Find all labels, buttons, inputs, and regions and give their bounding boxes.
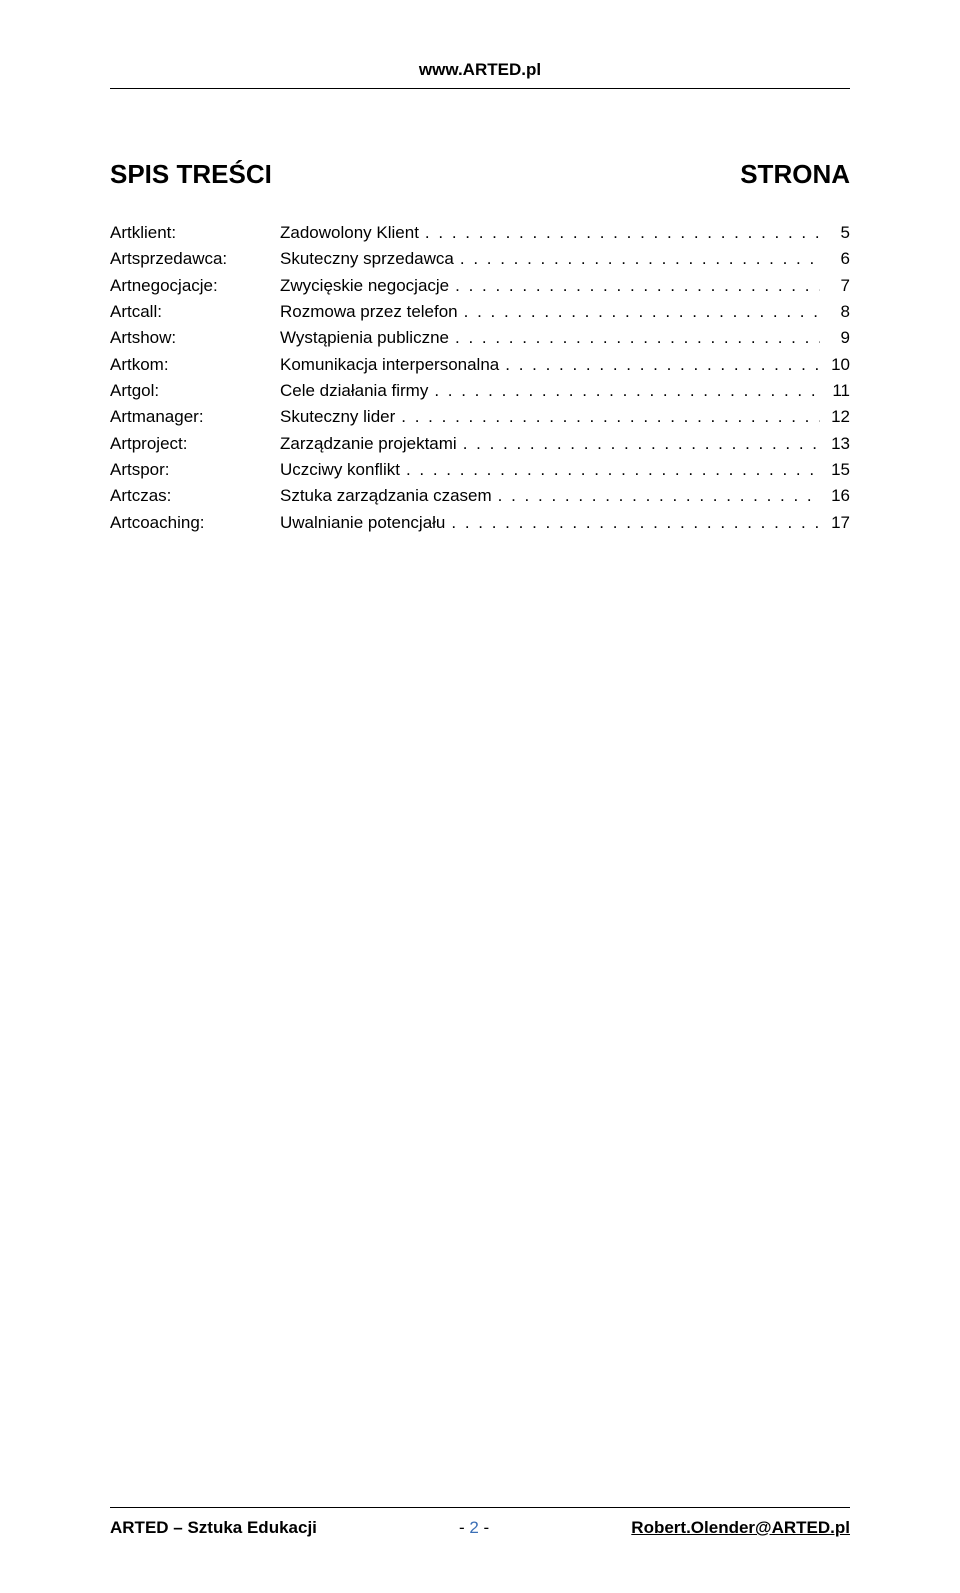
toc-leader-dots: . . . . . . . . . . . . . . . . . . . . … bbox=[498, 483, 820, 509]
toc-leader-dots: . . . . . . . . . . . . . . . . . . . . … bbox=[455, 325, 820, 351]
toc-page-number: 17 bbox=[820, 510, 850, 536]
footer-left: ARTED – Sztuka Edukacji bbox=[110, 1518, 317, 1538]
toc-label: Artcall: bbox=[110, 299, 280, 325]
toc-leader-dots: . . . . . . . . . . . . . . . . . . . . … bbox=[406, 457, 820, 483]
toc-label: Artkom: bbox=[110, 352, 280, 378]
toc-row: Artklient:Zadowolony Klient. . . . . . .… bbox=[110, 220, 850, 246]
toc-description: Uwalnianie potencjału bbox=[280, 510, 451, 536]
footer-row: ARTED – Sztuka Edukacji - 2 - Robert.Ole… bbox=[110, 1518, 850, 1538]
toc-page-number: 7 bbox=[820, 273, 850, 299]
footer-email: Robert.Olender@ARTED.pl bbox=[631, 1518, 850, 1538]
toc-row: Artnegocjacje:Zwycięskie negocjacje. . .… bbox=[110, 273, 850, 299]
toc-label: Artspor: bbox=[110, 457, 280, 483]
title-row: SPIS TREŚCI STRONA bbox=[110, 159, 850, 190]
toc-row: Artcoaching:Uwalnianie potencjału. . . .… bbox=[110, 510, 850, 536]
toc-label: Artcoaching: bbox=[110, 510, 280, 536]
toc-page-number: 11 bbox=[820, 378, 850, 404]
footer-page-number: - 2 - bbox=[459, 1518, 489, 1538]
toc-leader-dots: . . . . . . . . . . . . . . . . . . . . … bbox=[464, 299, 820, 325]
toc-description: Sztuka zarządzania czasem bbox=[280, 483, 498, 509]
toc-page-number: 6 bbox=[820, 246, 850, 272]
toc-leader-dots: . . . . . . . . . . . . . . . . . . . . … bbox=[451, 510, 820, 536]
toc-label: Artshow: bbox=[110, 325, 280, 351]
footer-page-suffix: - bbox=[479, 1518, 489, 1537]
toc-page-number: 5 bbox=[820, 220, 850, 246]
toc-page-number: 13 bbox=[820, 431, 850, 457]
toc-label: Artgol: bbox=[110, 378, 280, 404]
toc-leader-dots: . . . . . . . . . . . . . . . . . . . . … bbox=[463, 431, 820, 457]
footer: ARTED – Sztuka Edukacji - 2 - Robert.Ole… bbox=[110, 1507, 850, 1538]
toc-page-number: 15 bbox=[820, 457, 850, 483]
toc-label: Artproject: bbox=[110, 431, 280, 457]
toc-description: Skuteczny sprzedawca bbox=[280, 246, 460, 272]
toc-label: Artsprzedawca: bbox=[110, 246, 280, 272]
table-of-contents: Artklient:Zadowolony Klient. . . . . . .… bbox=[110, 220, 850, 536]
toc-label: Artnegocjacje: bbox=[110, 273, 280, 299]
footer-page-prefix: - bbox=[459, 1518, 469, 1537]
site-header: www.ARTED.pl bbox=[110, 60, 850, 80]
toc-row: Artcall:Rozmowa przez telefon. . . . . .… bbox=[110, 299, 850, 325]
toc-description: Skuteczny lider bbox=[280, 404, 401, 430]
toc-description: Wystąpienia publiczne bbox=[280, 325, 455, 351]
toc-page-number: 12 bbox=[820, 404, 850, 430]
toc-description: Zwycięskie negocjacje bbox=[280, 273, 455, 299]
toc-label: Artmanager: bbox=[110, 404, 280, 430]
toc-leader-dots: . . . . . . . . . . . . . . . . . . . . … bbox=[401, 404, 820, 430]
toc-label: Artczas: bbox=[110, 483, 280, 509]
toc-leader-dots: . . . . . . . . . . . . . . . . . . . . … bbox=[434, 378, 820, 404]
toc-row: Artkom:Komunikacja interpersonalna. . . … bbox=[110, 352, 850, 378]
page: www.ARTED.pl SPIS TREŚCI STRONA Artklien… bbox=[0, 0, 960, 1593]
toc-row: Artsprzedawca:Skuteczny sprzedawca. . . … bbox=[110, 246, 850, 272]
toc-description: Cele działania firmy bbox=[280, 378, 434, 404]
toc-page-number: 9 bbox=[820, 325, 850, 351]
toc-description: Uczciwy konflikt bbox=[280, 457, 406, 483]
toc-description: Zadowolony Klient bbox=[280, 220, 425, 246]
title-right: STRONA bbox=[740, 159, 850, 190]
toc-row: Artproject:Zarządzanie projektami. . . .… bbox=[110, 431, 850, 457]
toc-description: Komunikacja interpersonalna bbox=[280, 352, 505, 378]
toc-page-number: 16 bbox=[820, 483, 850, 509]
toc-label: Artklient: bbox=[110, 220, 280, 246]
toc-page-number: 8 bbox=[820, 299, 850, 325]
toc-leader-dots: . . . . . . . . . . . . . . . . . . . . … bbox=[425, 220, 820, 246]
title-left: SPIS TREŚCI bbox=[110, 159, 272, 190]
header-divider bbox=[110, 88, 850, 89]
toc-row: Artspor:Uczciwy konflikt. . . . . . . . … bbox=[110, 457, 850, 483]
toc-description: Rozmowa przez telefon bbox=[280, 299, 464, 325]
toc-page-number: 10 bbox=[820, 352, 850, 378]
toc-leader-dots: . . . . . . . . . . . . . . . . . . . . … bbox=[455, 273, 820, 299]
toc-row: Artmanager:Skuteczny lider. . . . . . . … bbox=[110, 404, 850, 430]
toc-leader-dots: . . . . . . . . . . . . . . . . . . . . … bbox=[460, 246, 820, 272]
footer-page-current: 2 bbox=[469, 1518, 478, 1537]
toc-row: Artgol:Cele działania firmy. . . . . . .… bbox=[110, 378, 850, 404]
toc-row: Artczas:Sztuka zarządzania czasem. . . .… bbox=[110, 483, 850, 509]
toc-leader-dots: . . . . . . . . . . . . . . . . . . . . … bbox=[505, 352, 820, 378]
toc-row: Artshow:Wystąpienia publiczne. . . . . .… bbox=[110, 325, 850, 351]
footer-divider bbox=[110, 1507, 850, 1508]
toc-description: Zarządzanie projektami bbox=[280, 431, 463, 457]
